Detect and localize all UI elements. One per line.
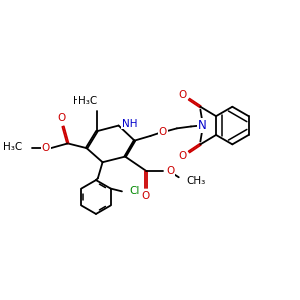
Text: O: O bbox=[167, 166, 175, 176]
Text: CH₃: CH₃ bbox=[186, 176, 206, 186]
Text: Cl: Cl bbox=[130, 186, 140, 197]
Text: O: O bbox=[142, 191, 150, 201]
Text: O: O bbox=[159, 127, 167, 137]
Text: N: N bbox=[198, 119, 207, 132]
Text: NH: NH bbox=[122, 119, 138, 129]
Text: O: O bbox=[42, 143, 50, 153]
Text: O: O bbox=[178, 91, 187, 100]
Text: H₃C: H₃C bbox=[73, 96, 92, 106]
Text: O: O bbox=[57, 113, 65, 123]
Text: H₃C: H₃C bbox=[3, 142, 22, 152]
Text: O: O bbox=[178, 151, 187, 160]
Text: H₃C: H₃C bbox=[78, 96, 97, 106]
